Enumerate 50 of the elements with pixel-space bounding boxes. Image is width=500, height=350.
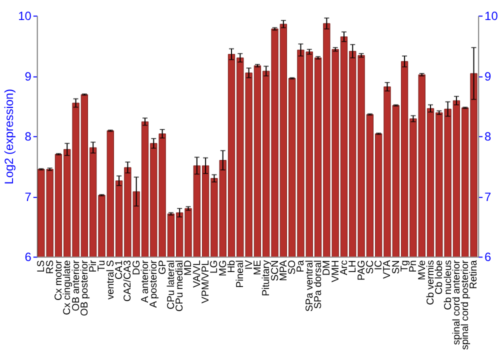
x-tick-label: ventral S [105,260,116,300]
x-tick-label: spinal cord posterior [460,259,472,350]
y-tick-label: 7 [24,190,32,204]
x-tick-label: spinal cord anterior [451,259,462,345]
x-tick-label: LG [209,260,220,274]
x-tick-label: LH [348,260,359,273]
y2-tick-label: 7 [484,190,492,204]
x-tick-label: MVe [416,260,428,280]
x-tick-label: CPu lateral [166,260,177,310]
x-tick-label: CA2/CA3 [122,260,134,302]
y2-tick-label: 9 [484,69,492,84]
x-tick-label: Pituitary [261,260,272,296]
x-tick-label: VA/VL [192,260,203,288]
x-tick-label: ME [252,260,264,276]
x-tick-label: VTA [382,260,394,279]
x-tick-label: PAG [356,260,368,280]
x-tick-label: Retina [468,260,480,289]
x-tick-label: SCN [270,260,281,282]
x-tick-label: Tu [96,260,108,272]
x-tick-label: SC [364,260,376,274]
x-tick-label: Cb nucleus [442,260,454,310]
y2-tick-label: 10 [484,9,498,24]
x-tick-label: Cb vermis [425,260,436,305]
x-tick-label: OB anterior [70,259,82,312]
y-tick-label: 8 [24,130,32,144]
x-tick-label: VMH [330,260,342,282]
x-tick-label: Pn [408,260,420,272]
x-tick-label: Arc [338,260,350,276]
y2-tick-label: 6 [484,250,492,264]
x-tick-label: Cb lobe [434,260,446,294]
x-tick-label: DM [322,260,333,276]
x-tick-label: SN [390,260,402,274]
x-tick-label: Tg [400,260,411,272]
y-tick-label: 9 [24,69,32,84]
x-tick-label: Pineal [235,260,246,288]
y-tick-label: 10 [18,9,32,24]
x-tick-label: RS [44,260,56,274]
x-tick-label: OB posterior [79,259,90,316]
x-tick-label: DG [131,260,142,276]
y-tick-label: 6 [24,250,32,264]
y-axis-title: Log2 (expression) [2,88,16,184]
x-tick-label: Cx cingulate [62,260,74,315]
x-tick-label: MPA [278,260,290,282]
x-tick-label: GP [157,260,168,275]
x-tick-label: Cx motor [53,259,64,301]
y2-tick-label: 8 [484,130,492,144]
x-tick-label: LS [36,260,48,272]
x-tick-label: A anterior [140,259,151,303]
x-tick-label: A posterior [148,259,160,308]
x-tick-label: IV [244,260,255,270]
